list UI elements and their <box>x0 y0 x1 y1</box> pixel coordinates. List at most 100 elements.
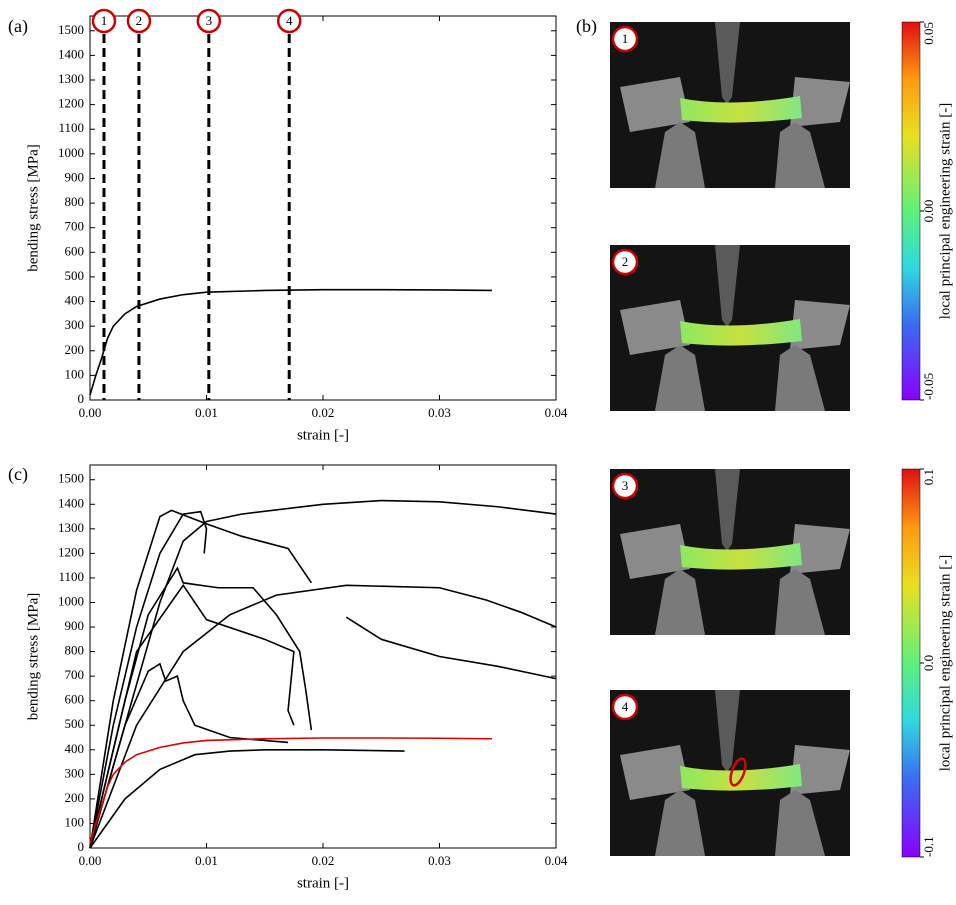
x-tick-label: 0.04 <box>545 405 568 420</box>
y-tick-label: 1400 <box>58 495 84 510</box>
support-left <box>655 345 705 411</box>
data-line <box>89 584 557 849</box>
y-tick-label: 0 <box>78 839 85 854</box>
y-tick-label: 1300 <box>58 71 84 86</box>
support-right <box>775 569 825 635</box>
data-line <box>89 737 492 844</box>
y-tick-label: 400 <box>65 293 85 308</box>
x-tick-label: 0.02 <box>312 853 335 868</box>
dic-image: 3 <box>610 469 850 635</box>
marker-label: 1 <box>101 13 108 28</box>
image-number: 4 <box>622 699 629 714</box>
support-right <box>775 345 825 411</box>
panel-label: (c) <box>8 464 28 485</box>
y-tick-label: 1200 <box>58 544 84 559</box>
data-line <box>89 566 313 849</box>
y-tick-label: 400 <box>65 741 85 756</box>
y-axis-label: bending stress [MPa] <box>25 144 41 272</box>
grip-left <box>620 524 690 579</box>
y-tick-label: 800 <box>65 643 85 658</box>
colorbar-tick-label: 0.05 <box>921 22 936 45</box>
y-tick-label: 500 <box>65 268 85 283</box>
colorbar <box>901 468 921 858</box>
colorbar-tick-label: 0.1 <box>921 469 936 485</box>
y-tick-label: 900 <box>65 618 85 633</box>
x-axis-label: strain [-] <box>297 875 349 891</box>
x-tick-label: 0.03 <box>428 405 451 420</box>
support-right <box>775 122 825 188</box>
y-tick-label: 1200 <box>58 96 84 111</box>
strain-band <box>680 543 802 570</box>
image-number: 2 <box>622 254 629 269</box>
x-tick-label: 0.01 <box>195 853 218 868</box>
y-tick-label: 300 <box>65 765 85 780</box>
colorbar-tick-label: 0.00 <box>921 200 936 223</box>
panel-label: (b) <box>576 16 597 37</box>
colorbar <box>901 21 921 401</box>
grip-right <box>790 300 850 350</box>
colorbar-tick-label: -0.1 <box>921 836 936 857</box>
y-tick-label: 700 <box>65 219 85 234</box>
dic-image: 2 <box>610 245 850 411</box>
y-tick-label: 100 <box>65 366 85 381</box>
y-tick-label: 600 <box>65 243 85 258</box>
strain-band <box>680 319 802 346</box>
y-tick-label: 600 <box>65 692 85 707</box>
data-line <box>89 499 557 849</box>
support-right <box>775 790 825 856</box>
grip-left <box>620 300 690 355</box>
marker-circle <box>276 8 302 34</box>
y-tick-label: 1000 <box>58 593 84 608</box>
support-left <box>655 569 705 635</box>
support-left <box>655 790 705 856</box>
data-line <box>89 509 313 849</box>
y-tick-label: 300 <box>65 317 85 332</box>
y-tick-label: 200 <box>65 342 85 357</box>
x-tick-label: 0.02 <box>312 405 335 420</box>
y-axis-label: bending stress [MPa] <box>25 593 41 721</box>
support-left <box>655 122 705 188</box>
y-tick-label: 1100 <box>58 120 84 135</box>
colorbar-tick-label: 0.0 <box>921 655 936 671</box>
data-line <box>89 662 289 849</box>
crack-highlight <box>729 757 747 787</box>
image-number-circle <box>611 25 639 53</box>
y-tick-label: 100 <box>65 814 85 829</box>
y-tick-label: 700 <box>65 667 85 682</box>
punch <box>715 22 740 104</box>
y-tick-label: 1500 <box>58 22 84 37</box>
grip-right <box>790 745 850 795</box>
data-line <box>345 616 557 680</box>
image-number-circle <box>611 472 639 500</box>
punch <box>715 245 740 327</box>
image-number-circle <box>611 693 639 721</box>
x-tick-label: 0.00 <box>79 853 102 868</box>
x-axis-label: strain [-] <box>297 427 349 443</box>
plot-frame <box>89 464 557 849</box>
data-line <box>89 510 208 849</box>
y-tick-label: 1100 <box>58 569 84 584</box>
image-number: 1 <box>622 31 629 46</box>
punch <box>715 469 740 551</box>
data-line <box>89 748 405 849</box>
punch <box>715 690 740 772</box>
colorbar-label: local principal engineering strain [-] <box>937 103 953 320</box>
x-tick-label: 0.01 <box>195 405 218 420</box>
x-tick-label: 0.00 <box>79 405 102 420</box>
marker-label: 4 <box>286 13 293 28</box>
colorbar-label: local principal engineering strain [-] <box>937 555 953 772</box>
y-tick-label: 1000 <box>58 145 84 160</box>
image-number-circle <box>611 248 639 276</box>
grip-left <box>620 77 690 132</box>
y-tick-label: 900 <box>65 169 85 184</box>
image-number: 3 <box>622 478 629 493</box>
y-tick-label: 1500 <box>58 471 84 486</box>
dic-image: 1 <box>610 22 850 188</box>
marker-circle <box>196 8 222 34</box>
grip-right <box>790 77 850 127</box>
x-tick-label: 0.04 <box>545 853 568 868</box>
y-tick-label: 800 <box>65 194 85 209</box>
marker-circle <box>126 8 152 34</box>
